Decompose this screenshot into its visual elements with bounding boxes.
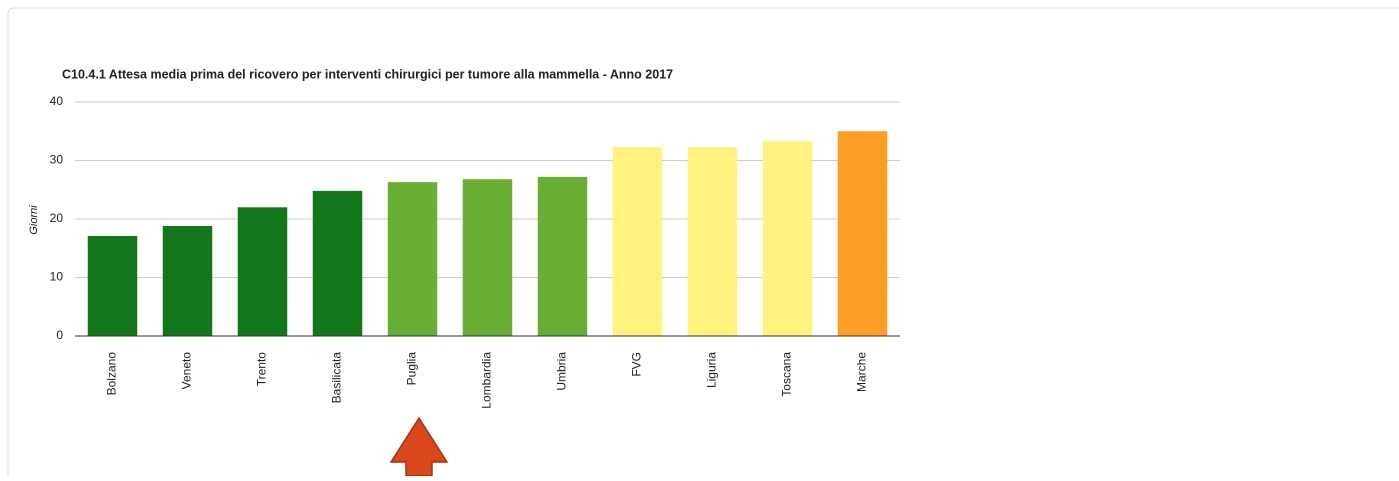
x-tick-label: Veneto [180,352,194,390]
x-tick-label: Lombardia [480,352,494,409]
x-tick-label: Umbria [555,352,569,391]
bar [837,131,888,336]
bar [387,182,438,336]
bar [237,207,288,336]
bar [537,176,588,336]
x-tick-label: Bolzano [105,352,119,396]
y-tick-label: 30 [50,153,64,167]
bar [462,179,513,336]
panel-border [7,7,1399,476]
bar [162,226,213,336]
y-tick-label: 10 [50,270,64,284]
x-tick-label: Puglia [405,352,419,386]
x-tick-label: Liguria [705,352,719,388]
y-tick-label: 20 [50,211,64,225]
bar [687,147,738,336]
bar [762,141,813,336]
y-tick-label: 40 [50,94,64,108]
x-tick-label: Marche [855,352,869,392]
bar [612,147,663,336]
x-tick-label: Toscana [780,352,794,397]
chart-title: C10.4.1 Attesa media prima del ricovero … [62,67,673,81]
y-tick-label: 0 [56,328,63,342]
bar [87,235,138,336]
x-tick-label: FVG [630,352,644,377]
x-tick-label: Trento [255,352,269,387]
x-tick-label: Basilicata [330,352,344,404]
arrow [389,416,449,477]
bar [312,190,363,336]
y-axis-label: Giorni [28,205,40,235]
